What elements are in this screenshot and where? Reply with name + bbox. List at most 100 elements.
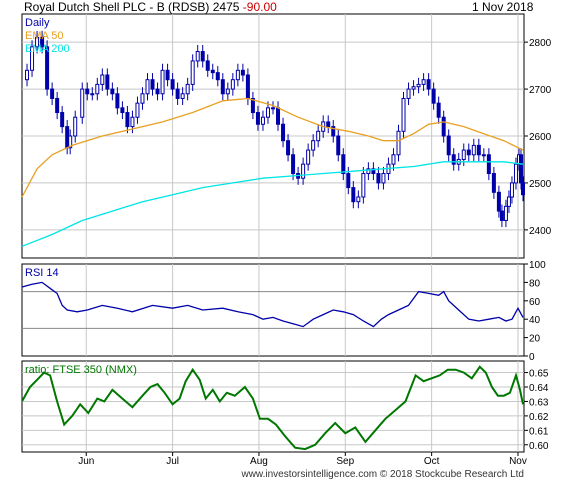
candle-body [175, 88, 180, 99]
candle-body [45, 46, 50, 90]
ratio-ftse-350-nmx--line [21, 365, 524, 451]
candle-body [68, 135, 73, 149]
candle-body [326, 121, 331, 128]
candle-body [250, 97, 255, 114]
candle-body [336, 135, 341, 156]
candle-body [406, 88, 411, 99]
candle-body [80, 88, 85, 118]
price-change: -90.00 [242, 0, 277, 14]
candle-body [466, 149, 471, 156]
rsi-panel: 0 20 40 60 80 100 RSI 14 [21, 260, 546, 363]
candle-body [255, 112, 260, 125]
candle-body [225, 88, 230, 95]
candle-body [85, 88, 90, 95]
candle-body [135, 102, 140, 118]
candle-body [130, 116, 135, 128]
candle-body [170, 79, 175, 90]
candle-body [215, 72, 220, 81]
candle-body [195, 51, 200, 62]
candle-body [240, 69, 245, 76]
price-ytick-label: 2400 [529, 226, 552, 237]
candle-body [366, 168, 371, 175]
candle-body [356, 196, 361, 203]
candle-body [125, 112, 130, 128]
candle-body [185, 83, 190, 95]
candle-body [276, 107, 281, 125]
price-ytick-label: 2600 [529, 132, 552, 143]
candle-body [95, 83, 100, 95]
candle-body [431, 88, 436, 104]
candle-body [271, 107, 275, 110]
ratio-panel: 0.60 0.61 0.62 0.63 0.64 0.65 ratio: FTSE 350 … [21, 360, 549, 453]
candle-body [120, 107, 125, 114]
candle-body [306, 149, 311, 165]
ratio-panel-title: ratio: FTSE 350 (NMX) [25, 364, 137, 376]
x-tick-label: Aug [250, 456, 268, 467]
candle-body [265, 107, 270, 118]
candle-body [25, 69, 30, 81]
candle-body [145, 79, 150, 95]
candle-body [499, 210, 504, 221]
candle-body [291, 154, 296, 175]
candle-body [331, 126, 336, 137]
candle-body [245, 74, 250, 99]
candle-body [376, 173, 381, 184]
candle-body [503, 205, 508, 221]
x-tick-label: Jun [78, 456, 94, 467]
last-price: 2475 [212, 0, 240, 14]
candle-body [436, 102, 441, 118]
candle-body [416, 83, 421, 88]
price-ytick-label: 2800 [529, 38, 552, 49]
candle-body [446, 135, 451, 156]
candle-body [301, 163, 306, 179]
candle-body [411, 86, 416, 90]
candle-body [461, 149, 466, 160]
candle-body [220, 79, 225, 95]
chart-date: 1 Nov 2018 [472, 0, 534, 14]
candle-body [30, 46, 35, 71]
price-ytick-label: 2500 [529, 179, 552, 190]
candle-body [205, 60, 210, 71]
legend-entry: EMA 200 [25, 43, 70, 55]
ratio-ytick-label: 0.63 [529, 397, 549, 408]
candle-body [235, 69, 240, 81]
chart-header-title: Royal Dutch Shell PLC - B (RDSB) 2475 -9… [24, 0, 277, 14]
footer-credit: www.investorsintelligence.com © 2018 Sto… [240, 469, 524, 480]
ema-50-line [21, 97, 524, 198]
legend-entry: Daily [25, 17, 50, 29]
candle-body [341, 154, 346, 175]
rsi-ytick-label: 0 [529, 352, 535, 363]
candle-body [401, 97, 406, 132]
candle-body [371, 168, 376, 175]
rsi-ytick-label: 60 [529, 297, 541, 308]
candle-body [351, 187, 356, 203]
candle-body [55, 97, 60, 114]
candle-body [361, 173, 366, 198]
x-tick-label: Oct [424, 456, 440, 467]
rsi-14-line [21, 281, 524, 328]
x-axis: Jun Jul Aug Sep Oct Nov [78, 452, 527, 467]
candle-body [509, 182, 514, 198]
candle-body [421, 79, 426, 85]
candle-body [200, 51, 205, 62]
candle-body [281, 123, 286, 142]
ratio-ytick-label: 0.65 [529, 369, 549, 380]
candle-body [316, 130, 321, 142]
x-tick-label: Nov [509, 456, 527, 467]
candle-body [496, 191, 501, 212]
candle-body [110, 88, 115, 95]
candle-body [115, 93, 120, 109]
legend-entry: EMA 50 [25, 30, 64, 42]
candle-body [506, 196, 511, 207]
candle-body [165, 69, 170, 81]
candle-body [391, 154, 396, 165]
candle-body [471, 144, 476, 156]
rsi-ytick-label: 20 [529, 334, 541, 345]
candle-body [100, 74, 105, 85]
candle-body [518, 154, 523, 184]
candle-body [346, 173, 351, 189]
candle-body [491, 173, 496, 193]
candle-body [381, 173, 386, 184]
